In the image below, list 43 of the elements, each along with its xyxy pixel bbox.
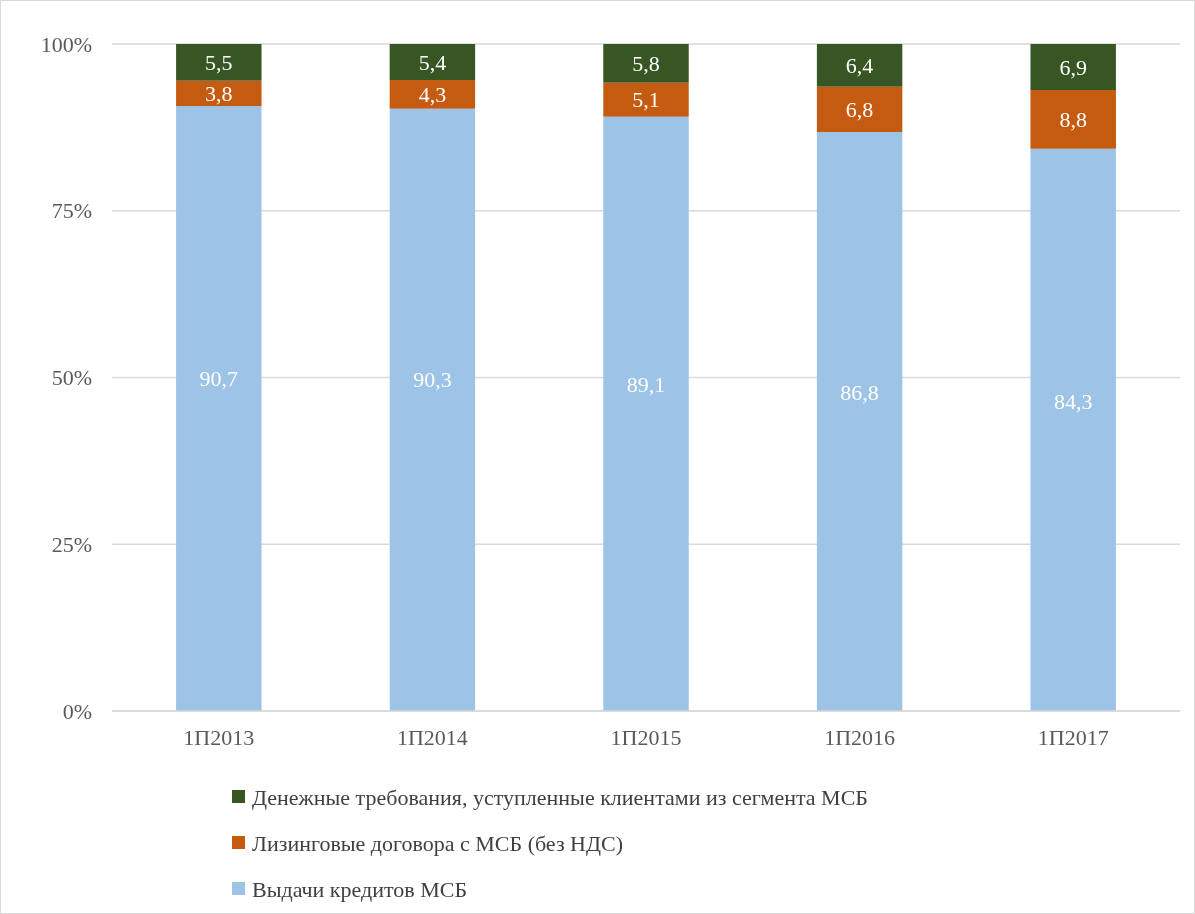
bar bbox=[389, 44, 476, 81]
y-tick-label: 75% bbox=[51, 198, 92, 224]
y-tick-label: 100% bbox=[40, 31, 92, 57]
data-label: 90,7 bbox=[199, 365, 239, 391]
bar bbox=[603, 82, 689, 117]
x-tick-label: 1П2017 bbox=[1037, 725, 1109, 750]
legend-label: Выдачи кредитов МСБ bbox=[252, 876, 468, 902]
x-tick-label: 1П2013 bbox=[183, 725, 255, 750]
bar bbox=[389, 80, 476, 109]
x-tick-label: 1П2016 bbox=[824, 725, 896, 750]
bar bbox=[176, 44, 262, 81]
data-label: 3,8 bbox=[205, 81, 233, 107]
y-tick-label: 25% bbox=[51, 531, 92, 557]
bar bbox=[176, 106, 262, 711]
y-tick-label: 0% bbox=[62, 698, 92, 724]
bar bbox=[389, 108, 476, 711]
data-label: 5,8 bbox=[632, 51, 660, 77]
legend-label: Денежные требования, уступленные клиентами из сегмента МСБ bbox=[252, 784, 868, 810]
data-label: 8,8 bbox=[1059, 107, 1087, 133]
data-label: 89,1 bbox=[626, 371, 666, 397]
legend-label: Лизинговые договора с МСБ (без НДС) bbox=[252, 830, 623, 856]
bar bbox=[603, 44, 689, 83]
data-label: 84,3 bbox=[1053, 389, 1093, 415]
bar bbox=[1030, 44, 1116, 91]
data-label: 5,5 bbox=[205, 50, 233, 76]
y-tick-label: 50% bbox=[51, 365, 92, 391]
data-label: 5,4 bbox=[418, 49, 447, 75]
bar bbox=[176, 80, 262, 107]
data-label: 90,3 bbox=[413, 367, 452, 393]
bar bbox=[603, 116, 689, 711]
data-label: 86,8 bbox=[840, 380, 879, 406]
x-tick-label: 1П2014 bbox=[396, 725, 468, 750]
bar bbox=[816, 86, 903, 133]
bar bbox=[1030, 148, 1116, 711]
bar bbox=[1030, 90, 1116, 149]
data-label: 6,9 bbox=[1059, 54, 1087, 80]
data-label: 6,4 bbox=[845, 53, 874, 79]
x-tick-label: 1П2015 bbox=[610, 725, 682, 750]
bar bbox=[816, 132, 903, 711]
bar bbox=[816, 44, 903, 87]
data-label: 5,1 bbox=[632, 87, 660, 113]
data-label: 4,3 bbox=[418, 82, 447, 108]
data-label: 6,8 bbox=[845, 97, 874, 123]
